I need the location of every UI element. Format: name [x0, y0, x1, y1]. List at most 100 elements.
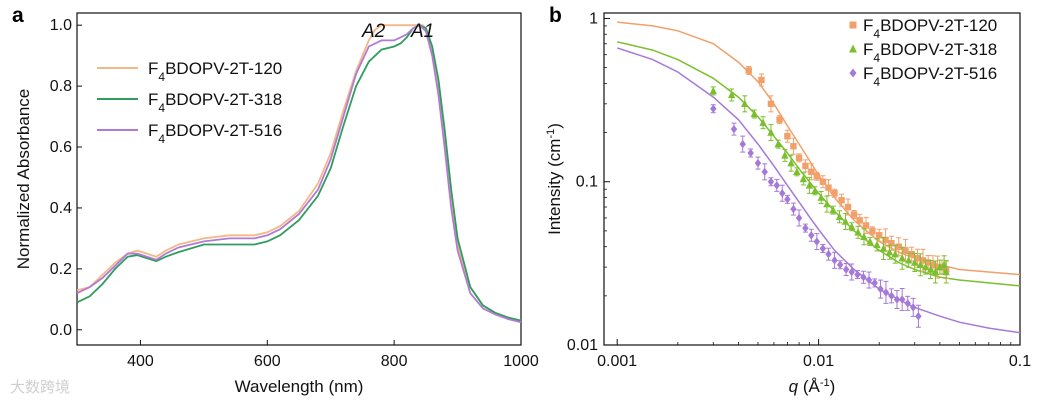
- watermark: 大数跨境: [10, 378, 70, 396]
- y-tick-label: 0.4: [50, 200, 72, 217]
- data-point: [781, 148, 789, 162]
- panel-a-y-ticks: 0.0 0.2 0.4 0.6 0.8 1.0: [50, 17, 82, 339]
- data-point: [882, 280, 890, 304]
- panel-a-x-axis-title: Wavelength (nm): [235, 377, 364, 396]
- legend-label: F4BDOPV-2T-318: [148, 90, 282, 115]
- data-point: [873, 238, 881, 252]
- data-point: [854, 225, 862, 239]
- x-tick-label: 0.001: [597, 353, 637, 370]
- data-point: [926, 260, 935, 280]
- data-point: [936, 259, 944, 275]
- annotation-a2: A2: [361, 21, 386, 42]
- data-point: [779, 184, 786, 202]
- panel-b-x-axis-title: q (Å-1): [789, 377, 836, 396]
- data-point: [831, 251, 838, 269]
- legend-marker: [849, 68, 857, 78]
- data-point: [745, 66, 752, 76]
- data-point: [799, 172, 808, 186]
- absorbance-curve: [76, 24, 522, 322]
- panel-b-legend: F4BDOPV-2T-120F4BDOPV-2T-318F4BDOPV-2T-5…: [849, 16, 997, 89]
- data-point: [893, 289, 901, 309]
- data-point: [802, 223, 809, 233]
- data-point: [865, 271, 873, 289]
- legend-label: F4BDOPV-2T-318: [863, 40, 997, 65]
- data-point: [888, 288, 895, 304]
- data-point: [910, 297, 917, 317]
- data-point: [795, 153, 803, 163]
- data-point: [817, 191, 825, 205]
- x-tick-label: 600: [254, 353, 281, 370]
- data-point: [871, 278, 878, 288]
- data-point: [879, 236, 888, 260]
- x-tick-label: 800: [381, 353, 408, 370]
- annotation-a1: A1: [410, 21, 434, 42]
- data-point: [931, 260, 940, 284]
- data-point: [761, 163, 768, 181]
- data-point: [710, 104, 717, 114]
- data-point: [784, 194, 791, 204]
- data-point: [759, 116, 767, 130]
- y-tick-label: 1: [589, 10, 598, 27]
- y-tick-label: 1.0: [50, 17, 72, 34]
- data-point: [835, 210, 844, 224]
- data-point: [916, 253, 925, 277]
- data-point: [860, 270, 867, 284]
- data-point: [795, 209, 803, 227]
- data-point: [915, 304, 922, 328]
- data-point: [921, 259, 930, 275]
- data-point: [910, 253, 919, 273]
- data-point: [854, 270, 861, 280]
- data-point: [793, 167, 801, 177]
- data-point: [784, 129, 791, 143]
- panel-b-x-ticks: 0.001 0.01 0.1: [597, 339, 1031, 370]
- data-point: [898, 246, 906, 270]
- y-tick-label: 0.8: [50, 78, 72, 95]
- panel-b-y-ticks: 0.01 0.1 1: [567, 10, 610, 354]
- data-point: [885, 244, 894, 260]
- data-point: [741, 95, 749, 113]
- data-point: [813, 171, 821, 181]
- panel-a: a 400 600 800 1000 0.0 0.2 0.4 0.6 0.8 1.0 Wavel…: [12, 4, 539, 396]
- data-point: [747, 148, 754, 158]
- data-point: [869, 226, 876, 236]
- legend-label: F4BDOPV-2T-120: [863, 16, 997, 41]
- panel-b: b 0.001 0.01 0.1 0.010.11 q (Å-1) Intensit…: [545, 4, 1031, 396]
- data-point: [847, 222, 856, 232]
- data-point: [856, 213, 863, 227]
- legend-marker: [849, 21, 857, 29]
- panel-a-y-axis-title: Normalized Absorbance: [14, 89, 33, 269]
- panel-a-label: a: [12, 4, 24, 27]
- data-point: [776, 115, 783, 125]
- data-point: [844, 198, 852, 216]
- panel-b-plot-frame: [603, 12, 1021, 346]
- data-point: [942, 260, 950, 284]
- data-point: [739, 135, 746, 153]
- data-point: [808, 228, 815, 242]
- data-point: [790, 202, 797, 216]
- data-point: [842, 263, 850, 277]
- data-point: [898, 287, 906, 311]
- legend-marker: [849, 44, 857, 53]
- data-point: [750, 109, 759, 119]
- data-point: [774, 139, 782, 149]
- data-point: [860, 228, 868, 246]
- data-point: [767, 95, 775, 113]
- absorbance-curve: [76, 24, 522, 324]
- data-point: [709, 86, 717, 96]
- data-point: [813, 233, 821, 251]
- data-point: [819, 175, 827, 189]
- panel-b-y-axis-title: Intensity (cm-1): [545, 123, 564, 235]
- panel-b-label: b: [549, 4, 562, 27]
- panel-b-data-points: [709, 66, 950, 328]
- data-point: [758, 73, 765, 87]
- data-point: [811, 186, 819, 196]
- data-point: [848, 263, 855, 281]
- data-point: [831, 188, 838, 198]
- data-point: [805, 176, 814, 194]
- panel-a-curves: [76, 24, 522, 324]
- data-point: [891, 244, 899, 264]
- data-point: [819, 243, 827, 253]
- data-point: [767, 177, 775, 187]
- data-point: [836, 260, 844, 270]
